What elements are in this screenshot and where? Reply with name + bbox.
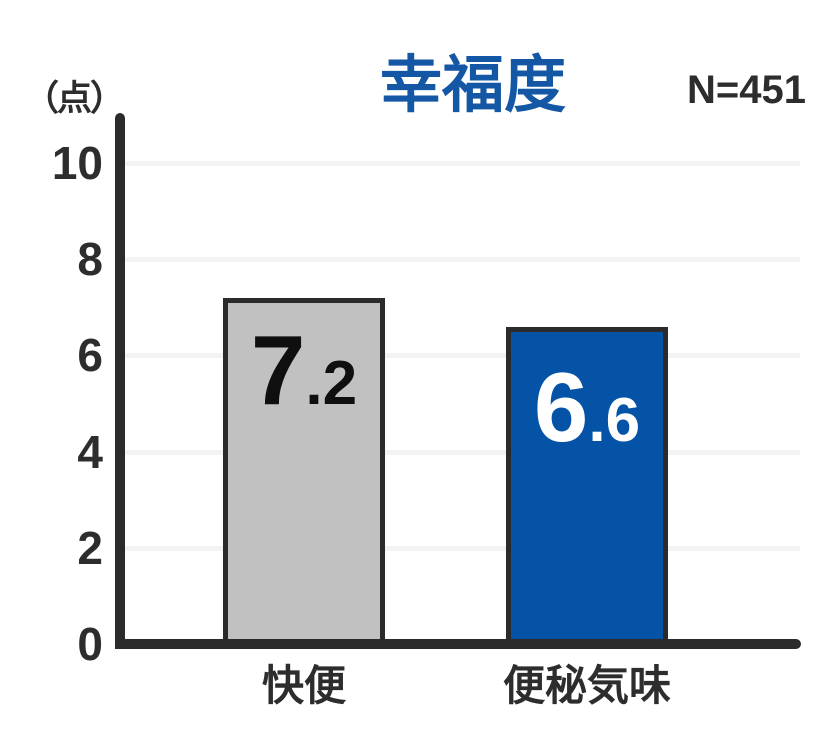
bar-value-label: 6.6 <box>511 358 663 456</box>
gridline-10 <box>125 161 800 166</box>
bar-快便: 7.2 <box>223 298 385 648</box>
y-tick-label-4: 4 <box>77 426 103 478</box>
y-axis-line <box>115 113 125 649</box>
y-tick-label-2: 2 <box>77 522 103 574</box>
sample-size-label: N=451 <box>687 68 806 112</box>
gridline-2 <box>125 546 800 551</box>
bar-value-label: 7.2 <box>228 321 380 419</box>
gridline-6 <box>125 353 800 358</box>
x-category-label-快便: 快便 <box>261 662 346 709</box>
y-tick-label-10: 10 <box>51 137 103 189</box>
gridline-4 <box>125 450 800 455</box>
y-tick-label-6: 6 <box>77 329 103 381</box>
y-axis-unit-label: （点） <box>24 79 125 118</box>
gridline-8 <box>125 257 800 262</box>
x-axis-line <box>115 639 801 649</box>
y-tick-label-8: 8 <box>77 233 103 285</box>
bar-value-integer: 7 <box>250 315 306 425</box>
bar-value-decimal: .2 <box>305 349 358 418</box>
bar-value-decimal: .6 <box>588 386 641 455</box>
y-tick-label-0: 0 <box>77 618 103 670</box>
x-category-label-便秘気味: 便秘気味 <box>502 662 671 709</box>
chart-title: 幸福度 <box>379 51 566 120</box>
bar-便秘気味: 6.6 <box>506 327 668 648</box>
bar-value-integer: 6 <box>533 352 589 462</box>
